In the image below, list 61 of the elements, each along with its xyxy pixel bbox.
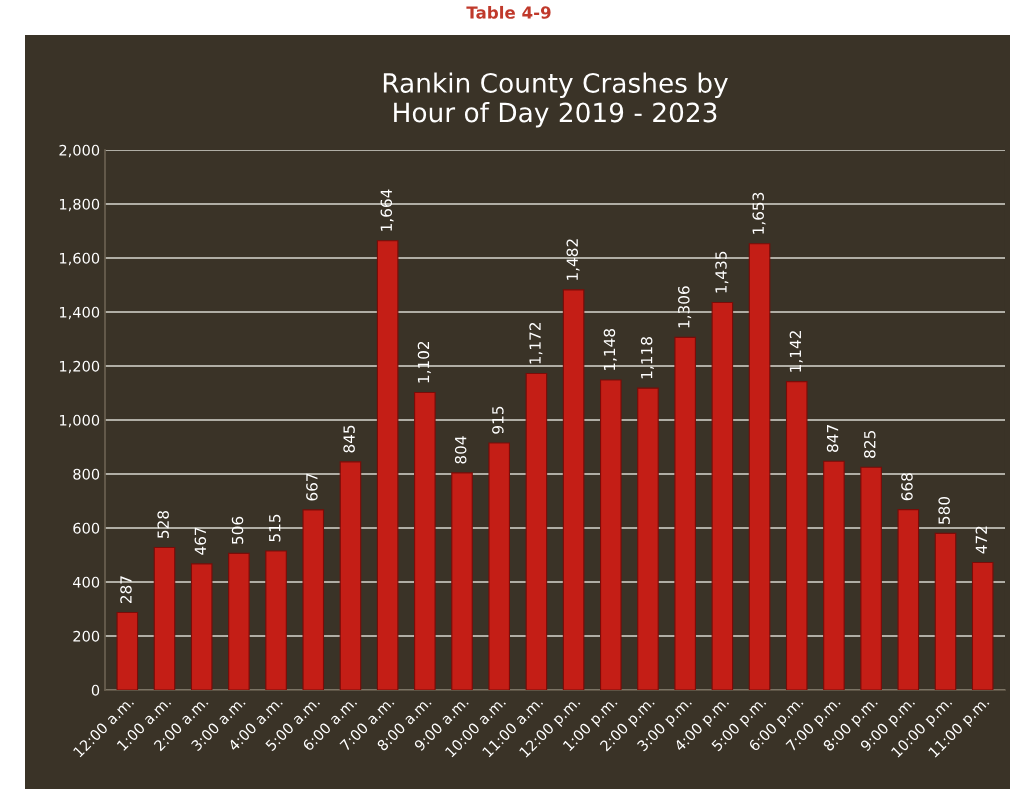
bar (897, 509, 920, 690)
y-tick-label: 1,200 (59, 360, 100, 374)
bar (302, 509, 325, 690)
bar (228, 552, 250, 690)
data-label: 1,118 (640, 337, 654, 379)
bar (451, 472, 473, 690)
y-tick-label: 2,000 (59, 144, 100, 158)
data-label: 668 (901, 473, 913, 501)
bar (265, 550, 287, 690)
bar (674, 336, 696, 690)
y-tick-label: 400 (73, 576, 100, 588)
chart-title: Rankin County Crashes by Hour of Day 2019 - 2023 (383, 72, 728, 128)
data-label: 1,482 (566, 239, 580, 280)
data-label: 506 (231, 516, 244, 544)
y-tick-label: 600 (73, 522, 100, 534)
y-tick-label: 800 (73, 468, 100, 480)
data-label: 1,653 (752, 192, 766, 234)
data-label: 1,435 (715, 251, 729, 293)
bar (339, 461, 362, 690)
bar (525, 373, 548, 690)
data-label: 472 (975, 526, 987, 554)
y-tick-label: 200 (73, 630, 100, 642)
y-tick-label: 1,000 (59, 414, 100, 428)
data-label: 1,148 (603, 329, 617, 371)
data-label: 667 (306, 473, 318, 501)
bar (153, 546, 176, 690)
bar (116, 611, 139, 690)
data-label: 1,142 (789, 331, 803, 372)
bar (860, 466, 882, 690)
bar (711, 301, 734, 690)
data-label: 1,172 (529, 323, 543, 364)
data-label: 845 (343, 425, 355, 453)
data-label: 915 (492, 406, 504, 434)
data-label: 287 (120, 576, 132, 604)
bar (414, 391, 436, 690)
bar (823, 460, 845, 690)
bar (190, 563, 213, 690)
data-label: 804 (454, 436, 467, 464)
bar (748, 243, 771, 690)
bar (637, 387, 659, 690)
data-label: 528 (157, 510, 169, 538)
bar (376, 240, 399, 690)
y-tick-label: 1,600 (59, 252, 100, 266)
data-label: 467 (194, 527, 207, 555)
data-label: 515 (269, 514, 281, 542)
data-label: 825 (863, 431, 876, 458)
bar (785, 381, 808, 690)
data-label: 1,664 (380, 189, 394, 231)
bar (562, 289, 585, 690)
data-label: 847 (826, 425, 839, 452)
caption: Table 4-9 (466, 5, 551, 19)
bar (600, 379, 622, 690)
y-tick-label: 1,400 (59, 306, 100, 320)
bar (971, 562, 994, 690)
data-label: 580 (938, 496, 950, 524)
bar (934, 532, 957, 690)
bar (488, 442, 510, 690)
data-label: 1,102 (417, 341, 431, 383)
y-tick-label: 0 (91, 684, 100, 696)
y-tick-label: 1,800 (59, 198, 100, 212)
data-label: 1,306 (678, 286, 692, 328)
